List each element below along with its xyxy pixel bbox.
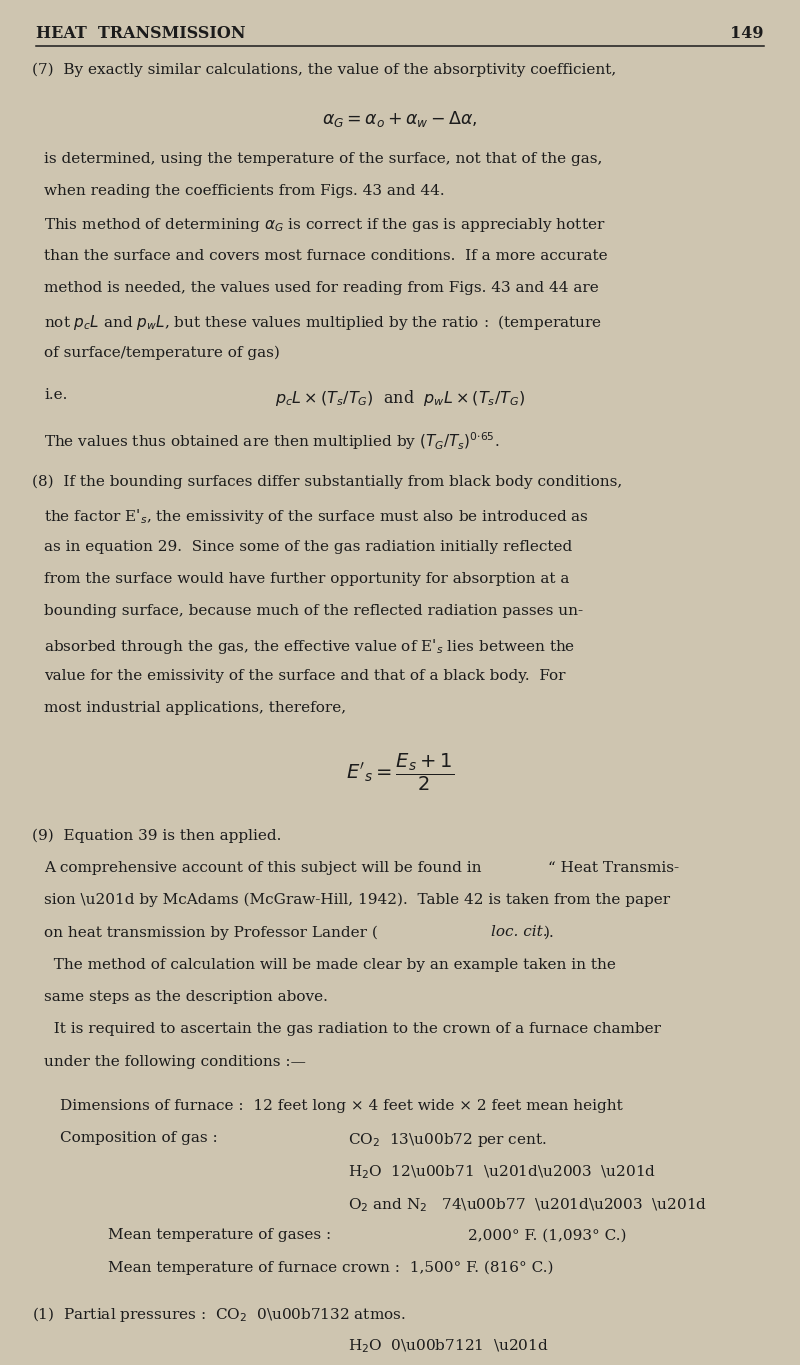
Text: 2,000° F. (1,093° C.): 2,000° F. (1,093° C.) [468, 1228, 626, 1242]
Text: is determined, using the temperature of the surface, not that of the gas,: is determined, using the temperature of … [44, 152, 602, 165]
Text: The method of calculation will be made clear by an example taken in the: The method of calculation will be made c… [44, 958, 616, 972]
Text: Mean temperature of furnace crown :  1,500° F. (816° C.): Mean temperature of furnace crown : 1,50… [108, 1261, 554, 1275]
Text: (8)  If the bounding surfaces differ substantially from black body conditions,: (8) If the bounding surfaces differ subs… [32, 475, 622, 489]
Text: Dimensions of furnace :  12 feet long × 4 feet wide × 2 feet mean height: Dimensions of furnace : 12 feet long × 4… [60, 1099, 622, 1112]
Text: H$_2$O  0\u00b7121  \u201d: H$_2$O 0\u00b7121 \u201d [348, 1338, 549, 1355]
Text: (9)  Equation 39 is then applied.: (9) Equation 39 is then applied. [32, 829, 282, 842]
Text: CO$_2$  13\u00b72 per cent.: CO$_2$ 13\u00b72 per cent. [348, 1132, 547, 1149]
Text: loc. cit.: loc. cit. [491, 925, 548, 939]
Text: not $p_cL$ and $p_wL$, but these values multiplied by the ratio :  (temperature: not $p_cL$ and $p_wL$, but these values … [44, 314, 602, 332]
Text: than the surface and covers most furnace conditions.  If a more accurate: than the surface and covers most furnace… [44, 248, 608, 262]
Text: H$_2$O  12\u00b71  \u201d\u2003  \u201d: H$_2$O 12\u00b71 \u201d\u2003 \u201d [348, 1164, 656, 1182]
Text: Composition of gas :: Composition of gas : [60, 1132, 218, 1145]
Text: (7)  By exactly similar calculations, the value of the absorptivity coefficient,: (7) By exactly similar calculations, the… [32, 63, 616, 78]
Text: (1)  Partial pressures :  CO$_2$  0\u00b7132 atmos.: (1) Partial pressures : CO$_2$ 0\u00b713… [32, 1305, 406, 1324]
Text: A comprehensive account of this subject will be found in: A comprehensive account of this subject … [44, 861, 482, 875]
Text: most industrial applications, therefore,: most industrial applications, therefore, [44, 702, 346, 715]
Text: It is required to ascertain the gas radiation to the crown of a furnace chamber: It is required to ascertain the gas radi… [44, 1022, 661, 1036]
Text: HEAT  TRANSMISSION: HEAT TRANSMISSION [36, 25, 246, 41]
Text: $p_cL \times (T_s/T_G)$  and  $p_wL \times (T_s/T_G)$: $p_cL \times (T_s/T_G)$ and $p_wL \times… [274, 388, 526, 408]
Text: The values thus obtained are then multiplied by $(T_G/T_s)^{0{\cdot}65}$.: The values thus obtained are then multip… [44, 430, 499, 452]
Text: from the surface would have further opportunity for absorption at a: from the surface would have further oppo… [44, 572, 570, 586]
Text: i.e.: i.e. [44, 388, 67, 403]
Text: of surface/temperature of gas): of surface/temperature of gas) [44, 345, 280, 360]
Text: on heat transmission by Professor Lander (: on heat transmission by Professor Lander… [44, 925, 378, 940]
Text: as in equation 29.  Since some of the gas radiation initially reflected: as in equation 29. Since some of the gas… [44, 539, 572, 554]
Text: same steps as the description above.: same steps as the description above. [44, 990, 328, 1005]
Text: value for the emissivity of the surface and that of a black body.  For: value for the emissivity of the surface … [44, 669, 566, 682]
Text: method is needed, the values used for reading from Figs. 43 and 44 are: method is needed, the values used for re… [44, 281, 598, 295]
Text: Mean temperature of gases :: Mean temperature of gases : [108, 1228, 331, 1242]
Text: when reading the coefficients from Figs. 43 and 44.: when reading the coefficients from Figs.… [44, 184, 445, 198]
Text: sion \u201d by McAdams (McGraw-Hill, 1942).  Table 42 is taken from the paper: sion \u201d by McAdams (McGraw-Hill, 194… [44, 893, 670, 908]
Text: bounding surface, because much of the reflected radiation passes un-: bounding surface, because much of the re… [44, 605, 583, 618]
Text: This method of determining $\alpha_G$ is correct if the gas is appreciably hotte: This method of determining $\alpha_G$ is… [44, 216, 606, 235]
Text: under the following conditions :—: under the following conditions :— [44, 1055, 306, 1069]
Text: the factor E$'_s$, the emissivity of the surface must also be introduced as: the factor E$'_s$, the emissivity of the… [44, 508, 589, 527]
Text: O$_2$ and N$_2$   74\u00b77  \u201d\u2003  \u201d: O$_2$ and N$_2$ 74\u00b77 \u201d\u2003 \… [348, 1196, 707, 1213]
Text: $E'_s = \dfrac{E_s + 1}{2}$: $E'_s = \dfrac{E_s + 1}{2}$ [346, 752, 454, 793]
Text: 149: 149 [730, 25, 764, 41]
Text: absorbed through the gas, the effective value of E$'_s$ lies between the: absorbed through the gas, the effective … [44, 636, 575, 655]
Text: ).: ). [544, 925, 554, 939]
Text: “ Heat Transmis-: “ Heat Transmis- [548, 861, 679, 875]
Text: $\alpha_G = \alpha_o + \alpha_w - \Delta\alpha,$: $\alpha_G = \alpha_o + \alpha_w - \Delta… [322, 109, 478, 130]
